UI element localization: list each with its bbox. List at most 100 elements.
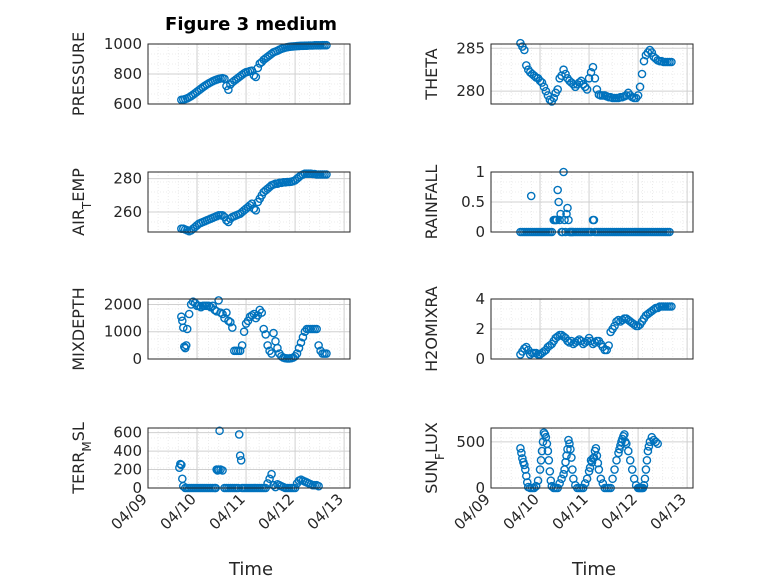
data-point <box>610 465 619 474</box>
y-tick-label: 200 <box>113 461 142 479</box>
data-point <box>543 446 553 456</box>
data-point <box>564 215 573 225</box>
data-point <box>612 317 621 326</box>
data-point <box>565 338 574 347</box>
y-tick-label: 1000 <box>104 35 142 53</box>
y-axis-label: SUNFLUX <box>422 422 447 494</box>
data-point <box>555 479 564 488</box>
data-point <box>608 474 617 484</box>
y-tick-label: 0 <box>475 479 485 497</box>
subplot-h2omixra: 0 2 4 H2OMIXRA <box>422 286 694 372</box>
axes-box <box>147 171 351 233</box>
data-point <box>235 346 245 356</box>
data-point <box>633 91 643 100</box>
data-point <box>642 456 652 465</box>
data-point <box>294 343 304 353</box>
data-point <box>582 85 592 94</box>
data-point <box>520 344 529 353</box>
figure-title: Figure 3 medium <box>165 14 337 35</box>
axes-box <box>147 427 351 489</box>
data-point <box>322 40 331 50</box>
data-point <box>224 85 233 95</box>
data-point <box>235 451 245 460</box>
data-point <box>236 456 246 465</box>
data-point <box>251 72 261 82</box>
data-point <box>644 442 654 451</box>
data-point <box>589 215 599 225</box>
data-point <box>586 67 596 77</box>
y-axis-label: H2OMIXRA <box>422 286 441 372</box>
data-point <box>249 71 259 80</box>
y-tick-label: 600 <box>113 95 142 113</box>
y-tick-label: 2 <box>475 320 485 338</box>
y-axis-label-part: SL <box>69 422 88 441</box>
y-axis-label-part: AIR <box>69 209 88 236</box>
data-point <box>602 345 612 355</box>
data-point <box>298 332 308 342</box>
data-point <box>614 315 623 325</box>
data-point <box>239 327 249 337</box>
data-point <box>559 469 568 479</box>
data-point <box>590 338 600 347</box>
data-point <box>218 309 227 319</box>
data-point <box>177 460 186 470</box>
data-point <box>204 301 214 311</box>
data-point <box>177 312 186 322</box>
data-point <box>537 446 547 456</box>
data-point <box>249 309 259 319</box>
data-point <box>653 303 662 313</box>
data-point <box>253 63 263 73</box>
data-point <box>555 215 564 225</box>
y-tick-label: 280 <box>113 170 142 188</box>
data-point <box>535 465 545 474</box>
data-point <box>263 479 272 488</box>
data-point <box>594 465 604 474</box>
data-point <box>566 444 575 454</box>
data-point <box>637 69 647 79</box>
data-point <box>520 460 529 470</box>
data-point <box>596 474 606 484</box>
y-tick-label: 280 <box>456 82 485 100</box>
data-point <box>545 467 555 476</box>
data-point <box>546 476 556 485</box>
data-point <box>314 341 323 350</box>
y-axis-label-part: THETA <box>422 48 441 100</box>
y-tick-label: 260 <box>113 203 142 221</box>
data-point <box>520 45 529 55</box>
data-point <box>237 341 247 350</box>
axes-box <box>490 171 694 233</box>
y-axis-label: RAINFALL <box>422 165 441 240</box>
y-tick-label: 0 <box>475 350 485 368</box>
data-point <box>218 466 227 475</box>
axes-box <box>490 298 694 360</box>
data-point <box>556 209 565 219</box>
data-point <box>176 459 185 469</box>
data-point <box>215 426 224 436</box>
data-point <box>292 349 302 358</box>
y-tick-label: 500 <box>456 433 485 451</box>
data-point <box>251 206 261 215</box>
data-point <box>184 309 194 319</box>
data-point <box>557 474 566 484</box>
y-tick-label: 400 <box>113 442 142 460</box>
data-point <box>623 446 633 456</box>
data-point <box>263 341 272 350</box>
subplot-mixdepth: 0 1000 2000 MIXDEPTH <box>69 287 351 371</box>
subplot-theta: 280 285 THETA <box>422 38 694 106</box>
data-point <box>539 82 549 92</box>
data-point <box>590 73 600 83</box>
y-axis-label-part: LUX <box>422 422 441 453</box>
y-axis-label-part: SUN <box>422 460 441 494</box>
data-point <box>553 185 562 195</box>
data-point <box>565 439 574 448</box>
y-tick-label: 0 <box>132 479 142 497</box>
y-tick-label: 285 <box>456 39 485 57</box>
y-tick-label: 1 <box>475 163 485 181</box>
data-point <box>667 57 676 67</box>
data-point <box>641 465 651 474</box>
data-point <box>312 324 321 334</box>
data-point <box>618 315 627 325</box>
y-axis-label-part: H2OMIXRA <box>422 286 441 372</box>
y-axis-label-part: EMP <box>69 168 88 202</box>
